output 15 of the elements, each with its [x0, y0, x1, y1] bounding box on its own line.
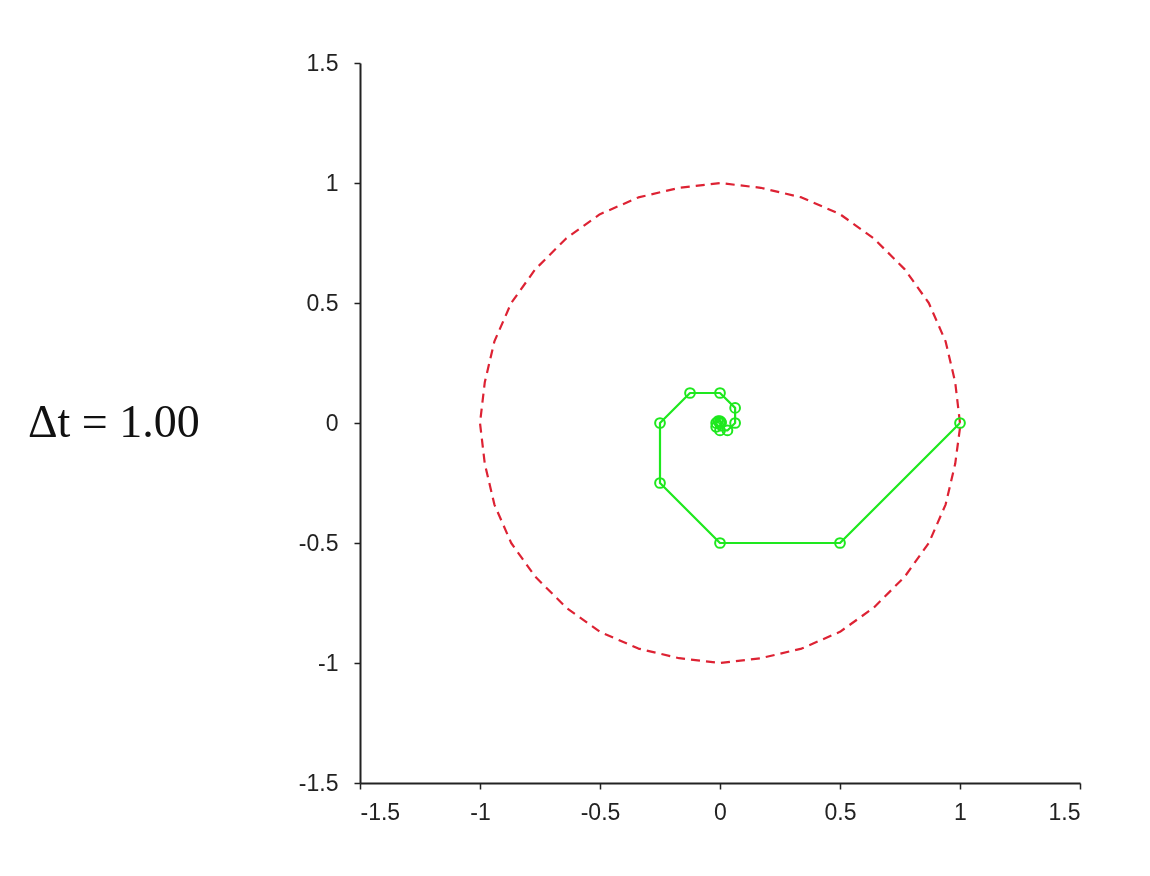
y-tick-label: -1.5	[298, 769, 339, 796]
x-tick-label: 1	[954, 798, 967, 825]
x-tick-label: -0.5	[580, 798, 621, 825]
x-tick-label: -1	[470, 798, 491, 825]
y-tick-label: -1	[318, 649, 339, 676]
y-tick-label: 0	[325, 409, 339, 436]
x-tick-label: 0	[714, 798, 727, 825]
y-tick-label: -0.5	[298, 529, 339, 556]
y-tick-label: 0.5	[306, 289, 339, 316]
text: Δt = 1.00	[28, 396, 200, 447]
x-tick-label: -1.5	[360, 798, 401, 825]
x-tick-label: 0.5	[824, 798, 857, 825]
x-tick-label: 1.5	[1048, 798, 1081, 825]
y-tick-label: 1.5	[306, 49, 339, 76]
y-tick-label: 1	[325, 169, 339, 196]
